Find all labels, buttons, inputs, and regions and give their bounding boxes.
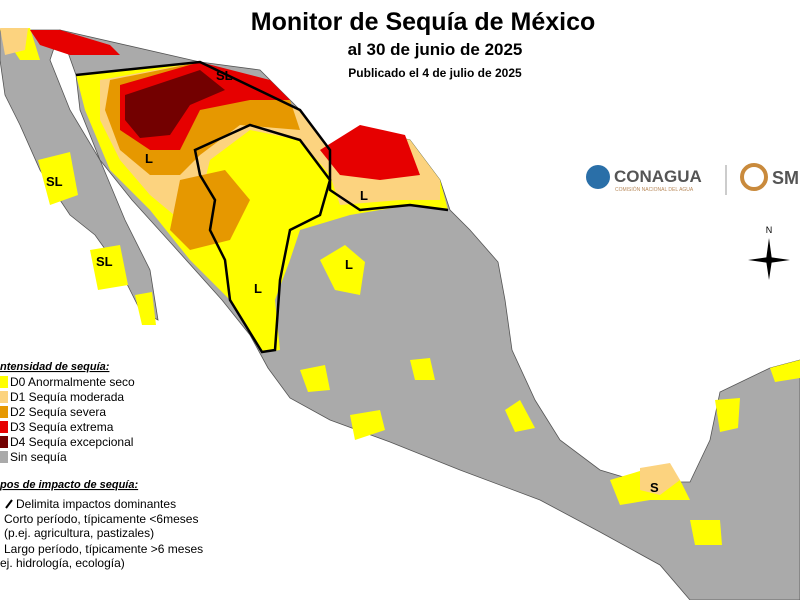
impact-lines bbox=[75, 60, 449, 354]
d1-area bbox=[0, 28, 28, 55]
legend-label: D3 Sequía extrema bbox=[10, 420, 114, 434]
map-label: L bbox=[254, 281, 262, 296]
title: Monitor de Sequía de México bbox=[251, 8, 596, 36]
impact-symbol bbox=[5, 499, 13, 509]
d0-area bbox=[90, 245, 128, 290]
impact-text: (p.ej. agricultura, pastizales) bbox=[4, 526, 154, 540]
map-label: L bbox=[345, 257, 353, 272]
legend-swatch bbox=[0, 391, 8, 403]
legend-label: D4 Sequía excepcional bbox=[10, 435, 133, 449]
compass: N bbox=[748, 225, 790, 280]
d0-area bbox=[38, 152, 78, 205]
legend-heading: ntensidad de sequía: bbox=[0, 361, 110, 373]
smn-logo: SM bbox=[772, 168, 799, 188]
compass-needle bbox=[748, 257, 790, 263]
drought-areas bbox=[0, 28, 800, 545]
map-label: L bbox=[360, 188, 368, 203]
map-label: S bbox=[650, 480, 659, 495]
impact-text: ej. hidrología, ecología) bbox=[0, 556, 125, 570]
impact-boundary bbox=[75, 60, 449, 212]
conagua-caption: COMISIÓN NACIONAL DEL AGUA bbox=[615, 186, 694, 193]
smn-icon bbox=[740, 163, 768, 191]
compass-north: N bbox=[766, 225, 773, 235]
legend-swatch bbox=[0, 451, 8, 463]
impact-text: Delimita impactos dominantes bbox=[16, 497, 176, 511]
d0-area bbox=[690, 520, 722, 545]
d0-area bbox=[350, 410, 385, 440]
d2-area bbox=[170, 170, 250, 250]
impact-legend: pos de impacto de sequía: Delimita impac… bbox=[0, 479, 203, 570]
map-label: SL bbox=[46, 174, 63, 189]
map-label: SL bbox=[216, 68, 233, 83]
impact-text: Largo período, típicamente >6 meses bbox=[4, 542, 203, 556]
d0-area bbox=[320, 245, 365, 295]
subtitle: al 30 de junio de 2025 bbox=[348, 40, 523, 59]
d3-area bbox=[320, 125, 420, 180]
legend-label: D0 Anormalmente seco bbox=[10, 375, 135, 389]
map-label: SL bbox=[96, 254, 113, 269]
logo-block: CONAGUA COMISIÓN NACIONAL DEL AGUA SM bbox=[586, 163, 799, 195]
legend-swatch bbox=[0, 376, 8, 388]
conagua-icon bbox=[586, 165, 610, 189]
d0-area bbox=[300, 365, 330, 392]
legend-swatch bbox=[0, 421, 8, 433]
map-label: L bbox=[145, 151, 153, 166]
d4-area bbox=[125, 70, 225, 138]
conagua-logo: CONAGUA bbox=[614, 167, 702, 186]
legend-swatch bbox=[0, 406, 8, 418]
legend: ntensidad de sequía: D0 Anormalmente sec… bbox=[0, 361, 135, 464]
impact-boundary bbox=[193, 123, 332, 354]
legend-swatch bbox=[0, 436, 8, 448]
d3-area bbox=[30, 30, 120, 55]
d0-area bbox=[505, 400, 535, 432]
d0-area bbox=[410, 358, 435, 380]
legend-label: D2 Sequía severa bbox=[10, 405, 106, 419]
legend-label: D1 Sequía moderada bbox=[10, 390, 124, 404]
impact-text: Corto período, típicamente <6meses bbox=[4, 512, 198, 526]
published: Publicado el 4 de julio de 2025 bbox=[348, 66, 522, 80]
legend-heading: pos de impacto de sequía: bbox=[0, 479, 138, 491]
legend-label: Sin sequía bbox=[10, 450, 67, 464]
d0-area bbox=[770, 360, 800, 382]
d0-area bbox=[715, 398, 740, 432]
d0-area bbox=[135, 292, 156, 325]
d1-area bbox=[640, 463, 680, 495]
